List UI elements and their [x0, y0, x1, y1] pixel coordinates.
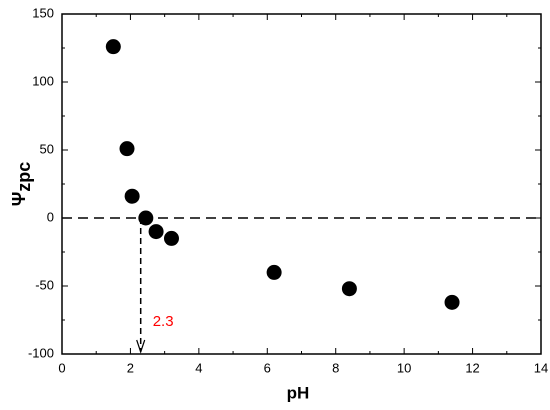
point: [119, 141, 135, 157]
annotation-arrowhead: [136, 339, 146, 354]
x-tick-label: 8: [332, 360, 339, 375]
point: [148, 224, 164, 240]
y-tick-label: 0: [47, 209, 54, 224]
x-tick-label: 0: [58, 360, 65, 375]
point: [444, 294, 460, 310]
y-axis-label-symbol: Ψ: [9, 192, 29, 207]
point: [138, 210, 154, 226]
point: [105, 39, 121, 55]
annotation-label: 2.3: [153, 313, 174, 330]
point: [124, 188, 140, 204]
point: [266, 264, 282, 280]
x-tick-label: 12: [465, 360, 479, 375]
point: [163, 230, 179, 246]
plot-frame: [61, 13, 542, 355]
x-tick-label: 2: [127, 360, 134, 375]
x-tick-label: 6: [264, 360, 271, 375]
y-tick-label: -50: [35, 277, 54, 292]
x-tick-label: 10: [397, 360, 411, 375]
x-axis-label: pH: [287, 383, 310, 402]
y-tick-label: 100: [32, 73, 54, 88]
y-tick-label: 50: [40, 141, 54, 156]
y-axis-label-subscript: zpc: [14, 162, 34, 192]
x-tick-label: 14: [534, 360, 548, 375]
point: [341, 281, 357, 297]
y-axis-label: Ψzpc: [9, 162, 34, 207]
x-tick-label: 4: [195, 360, 202, 375]
y-tick-label: -100: [28, 345, 54, 360]
y-tick-label: 150: [32, 5, 54, 20]
